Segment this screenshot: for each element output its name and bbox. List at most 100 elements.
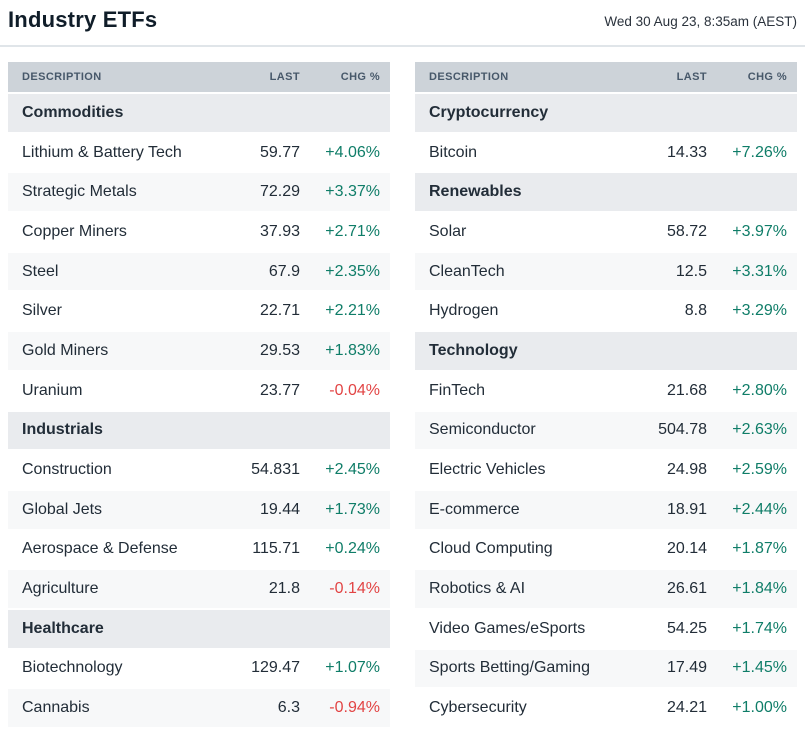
row-last-price: 504.78 bbox=[658, 421, 707, 439]
row-last-price: 129.47 bbox=[251, 659, 300, 677]
divider bbox=[0, 45, 805, 47]
row-description: Hydrogen bbox=[429, 302, 499, 320]
table-row[interactable]: Solar 58.72 +3.97% bbox=[415, 213, 797, 253]
row-description: Agriculture bbox=[22, 580, 99, 598]
table-row[interactable]: Silver 22.71 +2.21% bbox=[8, 292, 390, 333]
table-row[interactable]: Aerospace & Defense 115.71 +0.24% bbox=[8, 530, 390, 571]
row-last-price: 18.91 bbox=[666, 500, 707, 518]
table-row[interactable]: Electric Vehicles 24.98 +2.59% bbox=[415, 451, 797, 491]
table-row[interactable]: CleanTech 12.5 +3.31% bbox=[415, 252, 797, 293]
table-row[interactable]: Cybersecurity 24.21 +1.00% bbox=[415, 689, 797, 729]
table-row[interactable]: Strategic Metals 72.29 +3.37% bbox=[8, 173, 390, 214]
row-description: Solar bbox=[429, 222, 467, 240]
row-change-percent: +1.07% bbox=[325, 659, 380, 677]
etf-table-right: DESCRIPTION LAST CHG % Cryptocurrency Bit… bbox=[415, 62, 797, 729]
row-change-percent: +4.06% bbox=[325, 143, 380, 161]
table-row[interactable]: Copper Miners 37.93 +2.71% bbox=[8, 213, 390, 253]
row-last-price: 67.9 bbox=[268, 262, 300, 280]
row-description: Cannabis bbox=[22, 699, 90, 717]
table-row[interactable]: Uranium 23.77 -0.04% bbox=[8, 371, 390, 412]
section-header-row: Commodities bbox=[8, 94, 390, 134]
row-last-price: 12.5 bbox=[675, 262, 707, 280]
row-description: FinTech bbox=[429, 381, 486, 399]
row-change-percent: +2.71% bbox=[325, 222, 380, 240]
table-header: DESCRIPTION LAST CHG % bbox=[415, 62, 797, 92]
row-description: Biotechnology bbox=[22, 659, 123, 677]
row-last-price: 22.71 bbox=[259, 302, 300, 320]
table-row[interactable]: Biotechnology 129.47 +1.07% bbox=[8, 649, 390, 690]
column-header-last: LAST bbox=[676, 71, 707, 83]
row-change-percent: +1.45% bbox=[732, 659, 787, 677]
table-header: DESCRIPTION LAST CHG % bbox=[8, 62, 390, 92]
table-row[interactable]: Robotics & AI 26.61 +1.84% bbox=[415, 570, 797, 610]
table-row[interactable]: Bitcoin 14.33 +7.26% bbox=[415, 133, 797, 174]
timestamp: Wed 30 Aug 23, 8:35am (AEST) bbox=[604, 13, 797, 29]
row-last-price: 24.21 bbox=[666, 699, 707, 717]
row-description: Bitcoin bbox=[429, 143, 478, 161]
row-last-price: 54.25 bbox=[666, 619, 707, 637]
row-change-percent: +1.84% bbox=[732, 580, 787, 598]
row-last-price: 115.71 bbox=[252, 540, 300, 558]
row-change-percent: +1.74% bbox=[732, 619, 787, 637]
column-header-chg: CHG % bbox=[747, 71, 787, 83]
row-description: Sports Betting/Gaming bbox=[429, 659, 590, 677]
row-last-price: 20.14 bbox=[666, 540, 707, 558]
table-row[interactable]: Sports Betting/Gaming 17.49 +1.45% bbox=[415, 649, 797, 690]
section-header-row: Industrials bbox=[8, 411, 390, 452]
row-description: Silver bbox=[22, 302, 63, 320]
row-last-price: 58.72 bbox=[666, 222, 707, 240]
row-last-price: 21.8 bbox=[268, 580, 300, 598]
row-description: CleanTech bbox=[429, 262, 505, 280]
page-title: Industry ETFs bbox=[8, 7, 158, 32]
row-last-price: 23.77 bbox=[259, 381, 300, 399]
row-last-price: 54.831 bbox=[251, 461, 300, 479]
topbar: Industry ETFs Wed 30 Aug 23, 8:35am (AES… bbox=[0, 0, 805, 33]
table-row[interactable]: Video Games/eSports 54.25 +1.74% bbox=[415, 609, 797, 650]
row-change-percent: +1.83% bbox=[325, 341, 380, 359]
tables-container: DESCRIPTION LAST CHG % Commodities Lithiu… bbox=[0, 62, 805, 729]
table-row[interactable]: FinTech 21.68 +2.80% bbox=[415, 371, 797, 412]
section-header-row: Technology bbox=[415, 332, 797, 372]
row-description: Electric Vehicles bbox=[429, 461, 546, 479]
row-change-percent: +1.00% bbox=[732, 699, 787, 717]
table-row[interactable]: E-commerce 18.91 +2.44% bbox=[415, 490, 797, 531]
row-change-percent: -0.14% bbox=[329, 580, 380, 598]
section-title: Technology bbox=[429, 341, 518, 359]
table-row[interactable]: Hydrogen 8.8 +3.29% bbox=[415, 292, 797, 333]
table-row[interactable]: Global Jets 19.44 +1.73% bbox=[8, 490, 390, 531]
table-row[interactable]: Agriculture 21.8 -0.14% bbox=[8, 570, 390, 610]
section-title: Healthcare bbox=[22, 619, 104, 637]
column-header-last: LAST bbox=[269, 71, 300, 83]
table-row[interactable]: Lithium & Battery Tech 59.77 +4.06% bbox=[8, 133, 390, 174]
row-last-price: 17.49 bbox=[666, 659, 707, 677]
table-row[interactable]: Gold Miners 29.53 +1.83% bbox=[8, 332, 390, 372]
row-change-percent: +2.44% bbox=[732, 500, 787, 518]
row-description: E-commerce bbox=[429, 500, 520, 518]
column-header-description: DESCRIPTION bbox=[22, 71, 102, 83]
row-description: Gold Miners bbox=[22, 341, 109, 359]
row-last-price: 6.3 bbox=[277, 699, 300, 717]
row-change-percent: -0.04% bbox=[329, 381, 380, 399]
table-row[interactable]: Construction 54.831 +2.45% bbox=[8, 451, 390, 491]
row-change-percent: +0.24% bbox=[325, 540, 380, 558]
row-last-price: 24.98 bbox=[666, 461, 707, 479]
section-header-row: Healthcare bbox=[8, 609, 390, 650]
row-change-percent: +1.73% bbox=[325, 500, 380, 518]
section-title: Renewables bbox=[429, 183, 522, 201]
row-last-price: 59.77 bbox=[259, 143, 300, 161]
table-row[interactable]: Semiconductor 504.78 +2.63% bbox=[415, 411, 797, 452]
section-title: Industrials bbox=[22, 421, 103, 439]
row-change-percent: +2.80% bbox=[732, 381, 787, 399]
row-description: Robotics & AI bbox=[429, 580, 526, 598]
row-description: Strategic Metals bbox=[22, 183, 137, 201]
row-change-percent: +3.29% bbox=[732, 302, 787, 320]
table-row[interactable]: Cloud Computing 20.14 +1.87% bbox=[415, 530, 797, 571]
row-change-percent: +2.63% bbox=[732, 421, 787, 439]
row-change-percent: +2.21% bbox=[325, 302, 380, 320]
column-header-chg: CHG % bbox=[340, 71, 380, 83]
row-description: Aerospace & Defense bbox=[22, 540, 178, 558]
table-row[interactable]: Steel 67.9 +2.35% bbox=[8, 252, 390, 293]
row-description: Uranium bbox=[22, 381, 83, 399]
table-row[interactable]: Cannabis 6.3 -0.94% bbox=[8, 689, 390, 729]
